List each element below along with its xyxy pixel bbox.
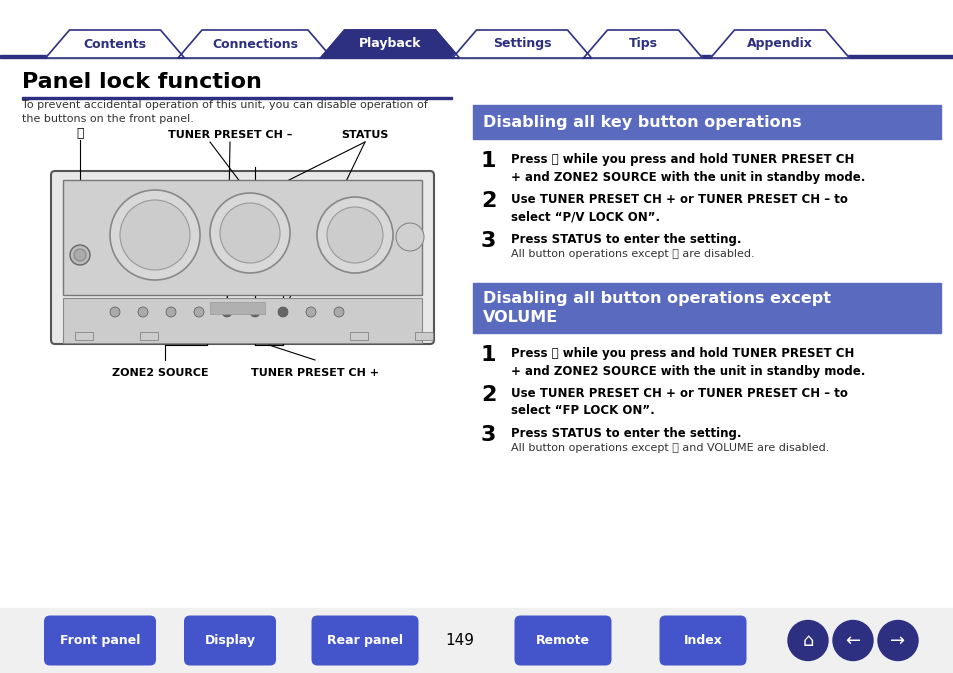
Circle shape [138,307,148,317]
Polygon shape [452,30,591,58]
Polygon shape [320,30,459,58]
Circle shape [832,621,872,660]
FancyBboxPatch shape [184,616,275,666]
Text: Press ⏻ while you press and hold TUNER PRESET CH
+ and ZONE2 SOURCE with the uni: Press ⏻ while you press and hold TUNER P… [511,153,864,184]
Bar [210,302,265,314]
Circle shape [250,307,260,317]
Circle shape [210,193,290,273]
Bar [0,55,953,58]
Circle shape [787,621,827,660]
Circle shape [877,621,917,660]
Text: 2: 2 [480,385,496,405]
Text: Settings: Settings [493,38,551,50]
Text: Appendix: Appendix [746,38,812,50]
FancyBboxPatch shape [51,171,434,344]
Text: 149: 149 [445,633,474,648]
Text: Display: Display [204,634,255,647]
Text: 3: 3 [480,231,496,251]
Circle shape [334,307,344,317]
Text: Index: Index [683,634,721,647]
Circle shape [316,197,393,273]
Text: Use TUNER PRESET CH + or TUNER PRESET CH – to
select “P/V LOCK ON”.: Use TUNER PRESET CH + or TUNER PRESET CH… [511,193,847,223]
Circle shape [120,200,190,270]
Text: ⌂: ⌂ [801,631,813,649]
Text: STATUS: STATUS [341,130,388,140]
Text: Use TUNER PRESET CH + or TUNER PRESET CH – to
select “FP LOCK ON”.: Use TUNER PRESET CH + or TUNER PRESET CH… [511,387,847,417]
Bar [0,608,953,673]
Text: Front panel: Front panel [60,634,140,647]
Circle shape [306,307,315,317]
Text: 1: 1 [480,151,496,171]
Circle shape [193,307,204,317]
Circle shape [110,190,200,280]
Circle shape [110,307,120,317]
Text: Disabling all button operations except
VOLUME: Disabling all button operations except V… [482,291,830,324]
Text: Playback: Playback [358,38,421,50]
FancyBboxPatch shape [659,616,745,666]
Text: Disabling all key button operations: Disabling all key button operations [482,114,801,129]
Bar [63,298,421,343]
Text: Remote: Remote [536,634,589,647]
Text: Press ⏻ while you press and hold TUNER PRESET CH
+ and ZONE2 SOURCE with the uni: Press ⏻ while you press and hold TUNER P… [511,347,864,378]
Text: ZONE2 SOURCE: ZONE2 SOURCE [112,368,208,378]
Text: TUNER PRESET CH –: TUNER PRESET CH – [168,130,292,140]
Text: Rear panel: Rear panel [327,634,402,647]
Bar [473,105,940,139]
Bar [140,332,158,340]
Circle shape [166,307,175,317]
Polygon shape [583,30,701,58]
Text: Press STATUS to enter the setting.: Press STATUS to enter the setting. [511,233,740,246]
Text: Panel lock function: Panel lock function [22,72,262,92]
FancyBboxPatch shape [514,616,611,666]
Text: Press STATUS to enter the setting.: Press STATUS to enter the setting. [511,427,740,440]
Text: To prevent accidental operation of this unit, you can disable operation of
the b: To prevent accidental operation of this … [22,100,427,124]
Bar [22,97,452,98]
Text: ←: ← [844,631,860,649]
Circle shape [74,249,86,261]
Text: →: → [889,631,904,649]
Bar [75,332,92,340]
Text: 2: 2 [480,191,496,211]
Text: Tips: Tips [628,38,657,50]
Text: TUNER PRESET CH +: TUNER PRESET CH + [251,368,378,378]
Circle shape [277,307,288,317]
Circle shape [70,245,90,265]
FancyBboxPatch shape [312,616,418,666]
Circle shape [222,307,232,317]
Text: Contents: Contents [84,38,147,50]
Bar [415,332,433,340]
Text: ⏻: ⏻ [76,127,84,140]
Circle shape [327,207,382,263]
Text: Connections: Connections [212,38,297,50]
Polygon shape [710,30,848,58]
Text: 1: 1 [480,345,496,365]
Text: 3: 3 [480,425,496,445]
Bar [473,283,940,333]
Circle shape [220,203,280,263]
Polygon shape [46,30,184,58]
FancyBboxPatch shape [44,616,156,666]
Bar [350,332,368,340]
Text: All button operations except ⏻ are disabled.: All button operations except ⏻ are disab… [511,249,754,259]
Bar [63,180,421,295]
Text: All button operations except ⏻ and VOLUME are disabled.: All button operations except ⏻ and VOLUM… [511,443,828,453]
Polygon shape [178,30,332,58]
Circle shape [395,223,423,251]
